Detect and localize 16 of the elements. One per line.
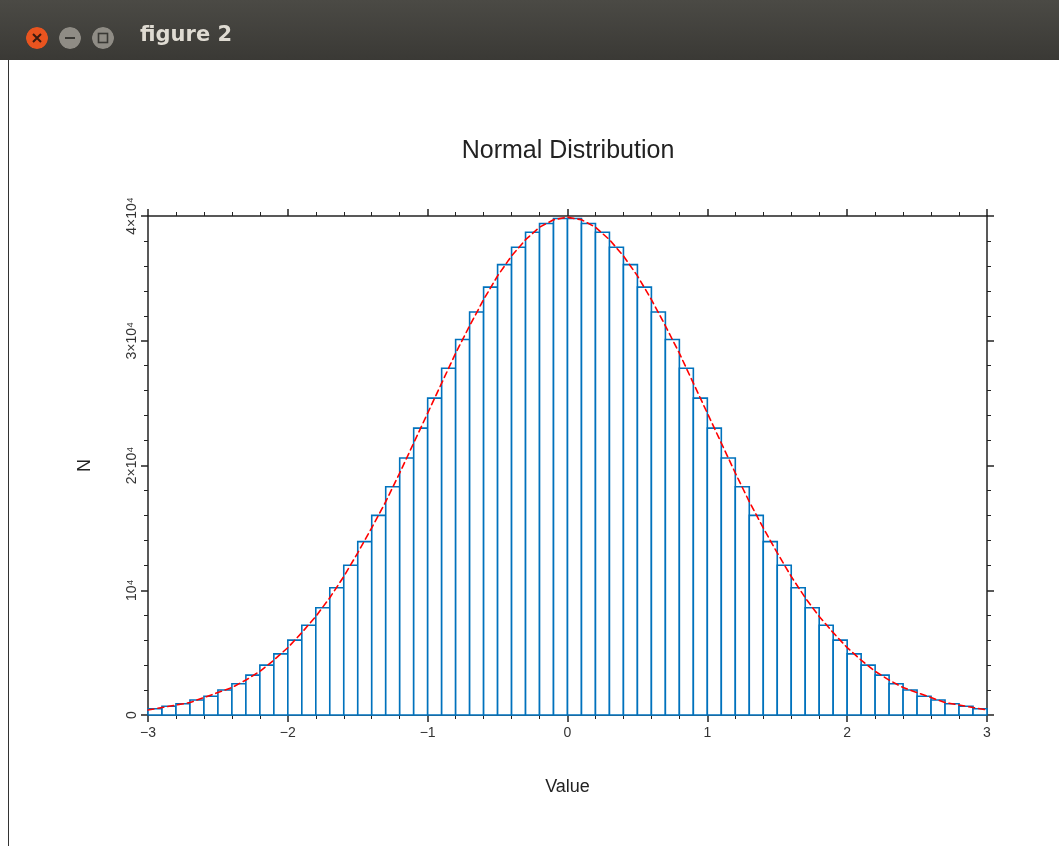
x-axis-title: Value xyxy=(545,776,590,796)
x-tick-label: −2 xyxy=(279,724,297,740)
x-tick-label: 1 xyxy=(703,724,712,740)
y-axis-title: N xyxy=(74,459,94,472)
x-tick-label: 0 xyxy=(563,724,572,740)
x-tick-label: −3 xyxy=(140,724,157,740)
y-tick-label: 4×10⁴ xyxy=(123,197,139,235)
y-tick-label: 10⁴ xyxy=(123,579,139,602)
chart-title: Normal Distribution xyxy=(461,134,675,163)
x-tick-label: −1 xyxy=(419,724,436,740)
x-tick-label: 3 xyxy=(983,724,992,740)
y-tick-label: 0 xyxy=(123,710,139,719)
x-tick-label: 2 xyxy=(843,724,852,740)
caption: figure 2 xyxy=(140,22,233,46)
y-tick-label: 3×10⁴ xyxy=(123,321,139,360)
y-tick-label: 2×10⁴ xyxy=(123,446,139,485)
